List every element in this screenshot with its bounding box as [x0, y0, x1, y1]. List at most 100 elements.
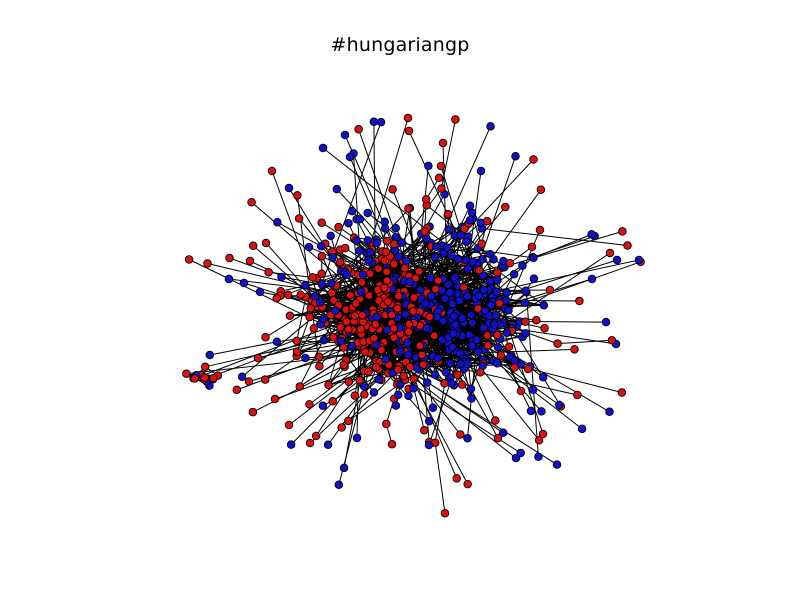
graph-node-blue: [391, 223, 400, 233]
node-layer: [182, 113, 645, 518]
graph-node-blue: [310, 292, 320, 301]
graph-node-red: [203, 259, 212, 268]
graph-node-blue: [428, 403, 438, 412]
graph-node-blue: [433, 354, 442, 363]
graph-node-red: [393, 304, 402, 313]
graph-node-blue: [284, 183, 294, 193]
graph-node-blue: [605, 407, 614, 417]
graph-edge: [472, 218, 544, 435]
graph-node-red: [360, 347, 370, 357]
graph-node-red: [404, 126, 414, 136]
graph-node-blue: [489, 255, 498, 264]
graph-node-blue: [440, 294, 450, 303]
graph-node-red: [527, 242, 537, 252]
graph-node-blue: [461, 256, 471, 265]
graph-node-red: [209, 373, 218, 383]
graph-node-blue: [344, 218, 353, 228]
graph-node-red: [344, 377, 354, 387]
graph-node-red: [295, 382, 305, 391]
graph-node-red: [314, 352, 324, 361]
graph-edge: [205, 336, 334, 368]
graph-node-red: [357, 278, 367, 287]
graph-node-red: [431, 284, 440, 294]
graph-node-blue: [438, 316, 448, 326]
graph-node-blue: [449, 312, 459, 321]
graph-node-blue: [468, 318, 477, 328]
graph-node-blue: [511, 453, 521, 463]
graph-node-blue: [534, 452, 543, 461]
graph-node-red: [404, 327, 413, 337]
graph-node-red: [456, 430, 465, 439]
graph-node-blue: [286, 440, 296, 449]
graph-node-red: [293, 191, 302, 200]
graph-node-red: [394, 291, 403, 301]
graph-node-blue: [443, 243, 452, 252]
graph-node-red: [504, 342, 514, 351]
graph-node-red: [463, 479, 472, 489]
graph-node-red: [382, 276, 392, 285]
graph-edge: [277, 221, 322, 247]
graph-node-red: [420, 426, 429, 435]
graph-node-red: [474, 265, 484, 275]
graph-node-red: [483, 331, 492, 340]
graph-node-blue: [521, 286, 530, 296]
graph-node-blue: [301, 281, 310, 290]
graph-node-blue: [444, 280, 453, 289]
graph-node-blue: [463, 291, 472, 301]
graph-node-red: [476, 368, 485, 377]
graph-node-red: [473, 304, 483, 313]
graph-node-red: [440, 508, 450, 518]
graph-node-red: [433, 276, 443, 285]
figure-title: #hungariangp: [330, 34, 470, 56]
graph-edge: [276, 260, 376, 299]
graph-node-blue: [474, 347, 483, 357]
graph-node-blue: [518, 261, 527, 270]
graph-node-red: [573, 390, 582, 400]
graph-node-blue: [466, 384, 476, 394]
graph-node-red: [617, 388, 627, 397]
graph-node-red: [417, 350, 427, 360]
graph-node-blue: [529, 274, 539, 283]
graph-node-red: [538, 429, 548, 439]
graph-node-red: [404, 204, 413, 213]
graph-node-red: [434, 173, 444, 183]
graph-node-blue: [331, 306, 340, 316]
graph-node-red: [309, 324, 319, 333]
graph-node-red: [339, 360, 348, 370]
graph-node-red: [292, 336, 302, 346]
graph-node-red: [399, 371, 408, 381]
graph-node-blue: [445, 288, 455, 297]
graph-node-red: [389, 259, 399, 269]
graph-node-blue: [365, 247, 375, 257]
graph-node-blue: [340, 130, 350, 140]
graph-node-red: [369, 333, 379, 343]
graph-node-blue: [463, 264, 473, 273]
graph-node-red: [247, 198, 256, 207]
graph-node-blue: [304, 242, 314, 252]
graph-node-red: [345, 290, 355, 300]
graph-node-blue: [587, 274, 597, 284]
graph-edge: [533, 233, 592, 259]
graph-edge: [428, 353, 461, 446]
graph-node-blue: [363, 236, 373, 245]
graph-node-blue: [424, 416, 434, 426]
graph-node-blue: [401, 310, 410, 319]
graph-node-red: [305, 312, 314, 322]
graph-node-blue: [405, 277, 415, 287]
graph-node-red: [342, 317, 351, 327]
graph-node-red: [308, 273, 317, 282]
graph-node-blue: [327, 279, 336, 288]
graph-node-red: [510, 363, 519, 372]
graph-node-red: [294, 214, 304, 223]
graph-node-red: [244, 377, 254, 386]
graph-node-red: [182, 369, 191, 379]
graph-node-blue: [316, 242, 326, 251]
graph-node-blue: [448, 342, 457, 352]
graph-node-blue: [318, 143, 328, 153]
graph-node-blue: [441, 368, 451, 377]
graph-node-red: [374, 264, 383, 273]
graph-edge: [434, 442, 446, 514]
graph-node-blue: [395, 347, 405, 357]
graph-node-blue: [587, 230, 596, 239]
